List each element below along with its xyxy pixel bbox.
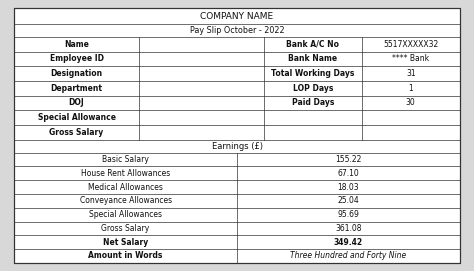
Text: 95.69: 95.69	[337, 210, 359, 219]
Text: Three Hundred and Forty Nine: Three Hundred and Forty Nine	[290, 251, 407, 260]
Text: Net Salary: Net Salary	[103, 238, 148, 247]
Text: Department: Department	[51, 84, 102, 93]
Text: Name: Name	[64, 40, 89, 49]
Text: Bank Name: Bank Name	[288, 54, 337, 63]
Text: Bank A/C No: Bank A/C No	[286, 40, 339, 49]
Text: Employee ID: Employee ID	[50, 54, 104, 63]
Text: 67.10: 67.10	[337, 169, 359, 178]
Text: Gross Salary: Gross Salary	[101, 224, 150, 233]
Text: 349.42: 349.42	[334, 238, 363, 247]
Text: DOJ: DOJ	[69, 98, 84, 107]
Text: Basic Salary: Basic Salary	[102, 155, 149, 164]
Text: Special Allowances: Special Allowances	[89, 210, 162, 219]
Text: Earnings (£): Earnings (£)	[211, 142, 263, 151]
Text: 30: 30	[406, 98, 416, 107]
Text: COMPANY NAME: COMPANY NAME	[201, 11, 273, 21]
Text: 25.04: 25.04	[337, 196, 359, 205]
Text: **** Bank: **** Bank	[392, 54, 429, 63]
Text: 155.22: 155.22	[335, 155, 362, 164]
Text: Special Allowance: Special Allowance	[37, 113, 116, 122]
Text: Amount in Words: Amount in Words	[89, 251, 163, 260]
Text: Designation: Designation	[51, 69, 103, 78]
Text: 5517XXXXX32: 5517XXXXX32	[383, 40, 438, 49]
Text: Medical Allowances: Medical Allowances	[88, 183, 163, 192]
Text: LOP Days: LOP Days	[292, 84, 333, 93]
Text: Conveyance Allowances: Conveyance Allowances	[80, 196, 172, 205]
Text: Pay Slip October - 2022: Pay Slip October - 2022	[190, 26, 284, 35]
Text: Gross Salary: Gross Salary	[49, 128, 104, 137]
Text: 361.08: 361.08	[335, 224, 362, 233]
Text: House Rent Allowances: House Rent Allowances	[81, 169, 170, 178]
Text: Paid Days: Paid Days	[292, 98, 334, 107]
Text: 18.03: 18.03	[337, 183, 359, 192]
Text: 1: 1	[409, 84, 413, 93]
Text: Total Working Days: Total Working Days	[271, 69, 355, 78]
Text: 31: 31	[406, 69, 416, 78]
